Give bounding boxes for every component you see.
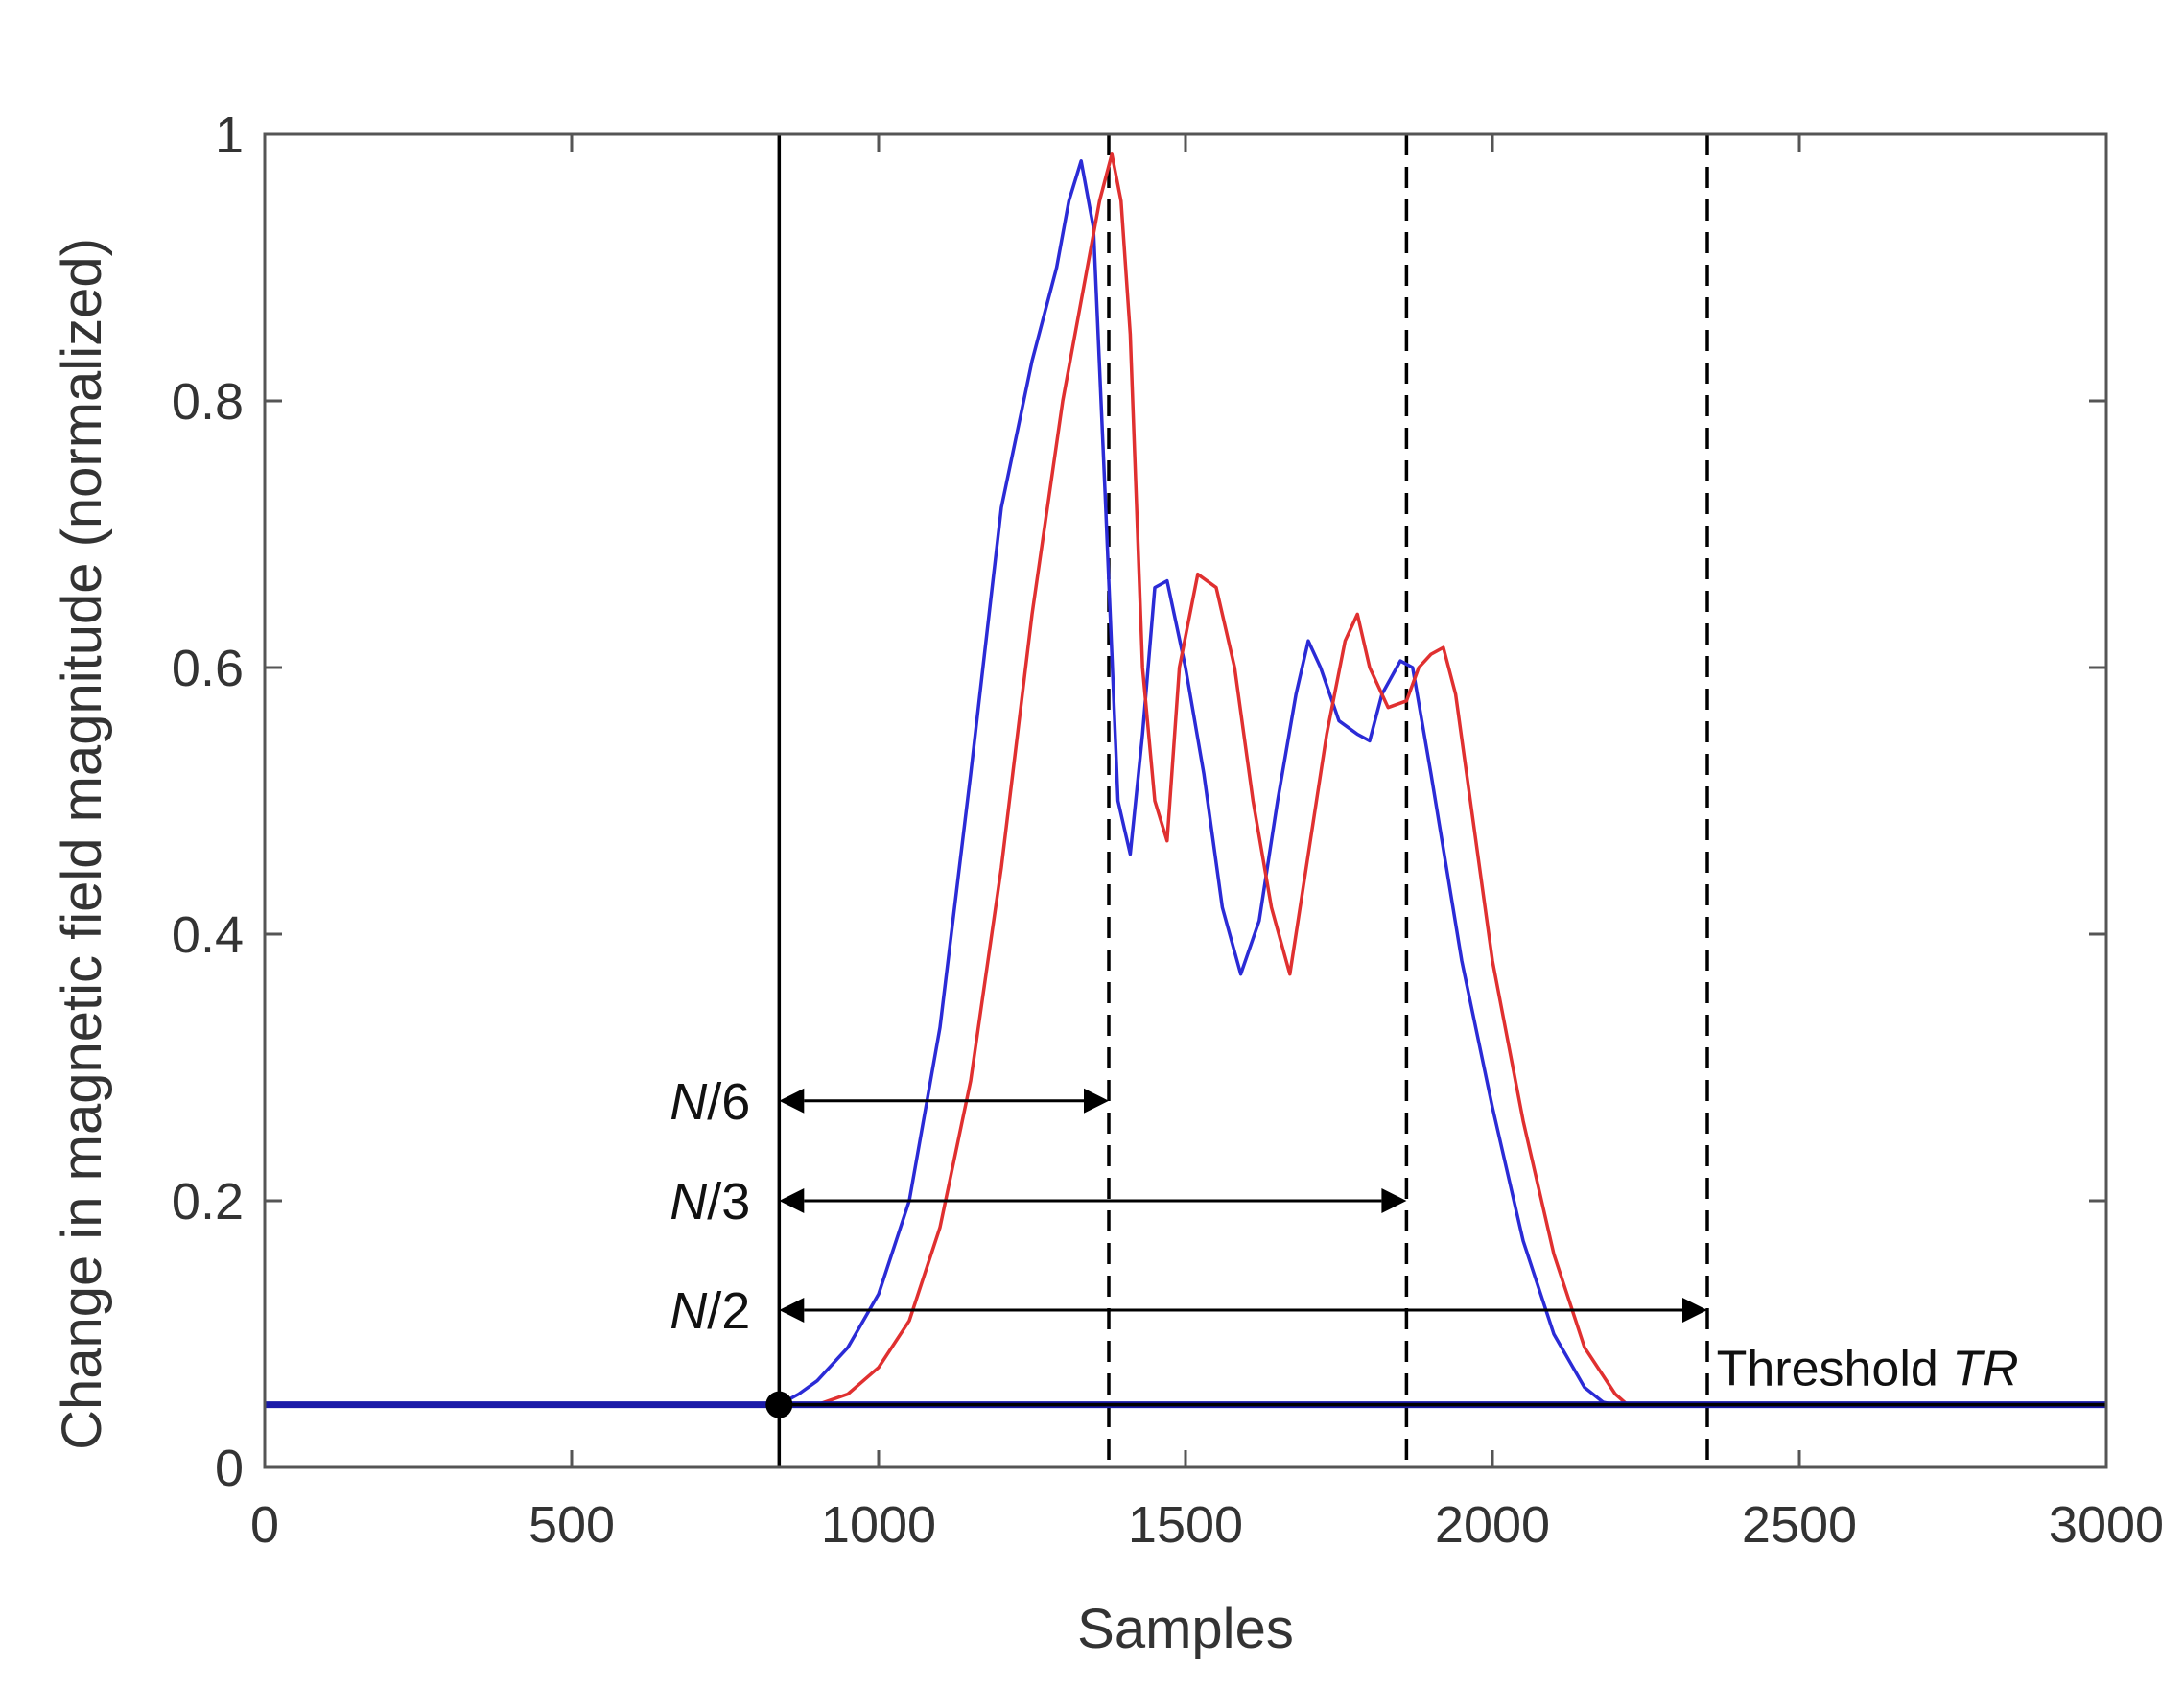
span-arrowhead-left (779, 1297, 805, 1323)
plot-frame (263, 132, 2108, 1469)
span-arrowhead-right (1381, 1188, 1407, 1213)
x-tick-label: 2000 (1435, 1496, 1550, 1554)
span-arrowhead-left (779, 1088, 805, 1114)
y-axis-title: Change in magnetic field magnitude (norm… (51, 238, 113, 1450)
y-tick-label: 0.8 (172, 373, 244, 431)
series-line-blue (265, 159, 2106, 1407)
span-arrowhead-right (1084, 1088, 1109, 1114)
span-label: N/2 (669, 1282, 750, 1340)
plot-area (265, 134, 2106, 1467)
x-tick-label: 500 (528, 1496, 615, 1554)
x-tick-label: 1500 (1128, 1496, 1243, 1554)
x-tick-label: 0 (250, 1496, 279, 1554)
span-label: N/3 (669, 1173, 750, 1231)
y-tick-label: 1 (215, 106, 244, 164)
onset-marker (765, 1391, 793, 1418)
x-axis-title: Samples (1077, 1598, 1294, 1660)
y-tick-label: 0.6 (172, 640, 244, 697)
x-tick-label: 2500 (1742, 1496, 1857, 1554)
threshold-label: Threshold TR (1717, 1342, 2019, 1397)
x-tick-label: 3000 (2049, 1496, 2164, 1554)
series-line-red (265, 152, 2106, 1407)
span-arrowhead-right (1682, 1297, 1707, 1323)
span-label: N/6 (669, 1073, 750, 1131)
x-tick-label: 1000 (821, 1496, 936, 1554)
y-tick-label: 0 (215, 1440, 244, 1497)
y-tick-label: 0.4 (172, 906, 244, 964)
y-tick-label: 0.2 (172, 1173, 244, 1231)
span-arrowhead-left (779, 1188, 805, 1213)
